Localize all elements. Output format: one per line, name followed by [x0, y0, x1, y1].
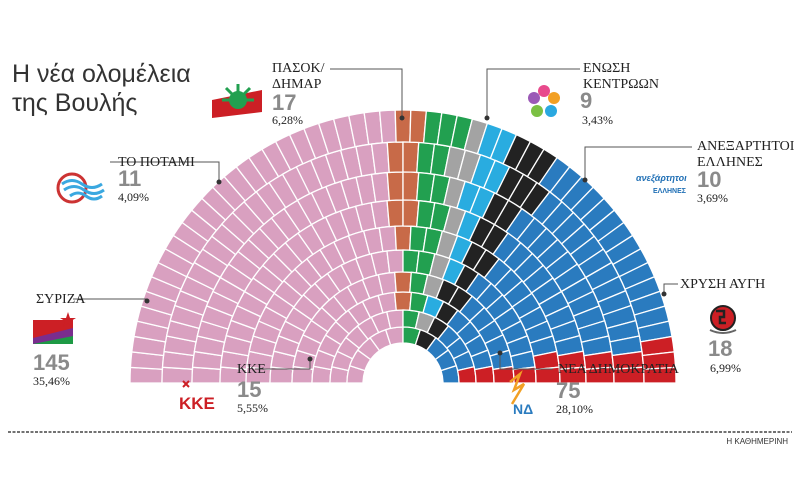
enosi-logo-petal4 [531, 105, 543, 117]
leader-line-enosi [486, 68, 580, 118]
anel-label-line1: ΑΝΕΞΑΡΤΗΤΟΙ [697, 139, 795, 154]
seat-κκε [474, 365, 495, 384]
leader-lines [73, 68, 692, 370]
seat-συριζα [386, 249, 404, 274]
syriza-logo-green [33, 336, 73, 344]
leader-dot-xa [661, 291, 667, 297]
pasok-pct: 6,28% [272, 113, 303, 127]
leader-line-potami [110, 161, 220, 182]
leader-dot-syriza [144, 298, 150, 304]
leader-line-xa [663, 283, 678, 294]
anel-logo-line1: ανεξάρτητοι [636, 173, 687, 183]
seat-συριζα [161, 366, 194, 384]
nd-label: ΝΕΑ ΔΗΜΟΚΡΑΤΙΑ [558, 362, 680, 377]
xa-logo [709, 305, 737, 334]
leader-line-kke [255, 359, 311, 370]
enosi-logo-petal1 [538, 85, 550, 97]
seat-το-ποταμι [394, 271, 412, 293]
potami-logo-wave1 [61, 179, 103, 189]
seat-το-ποταμι [394, 225, 412, 251]
kke-logo-text: ΚΚΕ [179, 394, 215, 413]
enosi-logo [528, 85, 560, 117]
leader-dot-anel [582, 177, 588, 183]
anel-logo-line2: ΕΛΛΗΝΕΣ [653, 188, 686, 195]
seat-συριζα [370, 141, 390, 175]
syriza-logo [33, 312, 76, 344]
seat-κκε [642, 366, 677, 384]
enosi-label-line1: ΕΝΩΣΗ [583, 61, 630, 76]
enosi-logo-petal2 [548, 92, 560, 104]
kke-pct: 5,55% [237, 401, 268, 415]
pasok-seats: 17 [272, 90, 296, 115]
enosi-pct: 3,43% [582, 113, 613, 127]
syriza-logo-star [60, 312, 76, 327]
seat-το-ποταμι [394, 109, 412, 143]
potami-seats: 11 [118, 166, 141, 191]
potami-logo-wave2 [63, 185, 105, 195]
pasok-label-line2: ΔΗΜΑΡ [272, 77, 322, 92]
xa-logo-meander [716, 309, 726, 325]
enosi-logo-petal5 [528, 92, 540, 104]
leader-line-anel [584, 146, 692, 180]
chart-title-line1: Η νέα ολομέλεια [12, 60, 191, 88]
potami-logo-ring [56, 172, 88, 204]
source-credit: Η ΚΑΘΗΜΕΡΙΝΗ [726, 437, 788, 446]
seat-το-ποταμι [386, 199, 404, 228]
leader-dot-enosi [484, 115, 490, 121]
seat-συριζα [378, 109, 397, 144]
xa-pct: 6,99% [710, 361, 741, 375]
kke-logo: ΚΚΕ [179, 380, 215, 413]
nd-seats: 75 [556, 378, 580, 403]
seat-το-ποταμι [386, 141, 404, 174]
enosi-logo-petal3 [545, 105, 557, 117]
enosi-label-line2: ΚΕΝΤΡΩΩΝ [583, 77, 659, 92]
leader-dot-pasok [399, 115, 405, 121]
leader-dot-nd [497, 350, 503, 356]
leader-line-pasok [330, 68, 403, 118]
anel-label-line2: ΕΛΛΗΝΕΣ [697, 155, 763, 170]
seat-συριζα [378, 225, 397, 253]
pasok-logo-rays [222, 84, 254, 102]
seat-το-ποταμι [386, 171, 404, 202]
seats-layer [129, 109, 677, 384]
pasok-logo [212, 84, 262, 118]
enosi-seats: 9 [580, 88, 592, 113]
enosi-logo-center [540, 98, 548, 106]
syriza-pct: 35,46% [33, 374, 70, 388]
syriza-label: ΣΥΡΙΖΑ [36, 292, 86, 307]
leader-dot-kke [307, 356, 313, 362]
xa-logo-laurel [709, 329, 737, 334]
anel-logo: ανεξάρτητοι ΕΛΛΗΝΕΣ [636, 173, 687, 195]
seat-το-ποταμι [393, 291, 413, 312]
anel-pct: 3,69% [697, 191, 728, 205]
seat-το-ποταμι [402, 141, 420, 174]
leader-line-nd [499, 353, 553, 370]
leader-dot-potami [216, 179, 222, 185]
anel-seats: 10 [697, 167, 721, 192]
kke-seats: 15 [237, 377, 261, 402]
nd-logo: ΝΔ [509, 370, 533, 417]
potami-pct: 4,09% [118, 190, 149, 204]
kke-label: ΚΚΕ [237, 362, 266, 377]
potami-logo-wave3 [69, 191, 103, 201]
kke-logo-hammer [182, 380, 190, 388]
xa-label: ΧΡΥΣΗ ΑΥΓΗ [680, 277, 765, 292]
nd-logo-text: ΝΔ [513, 401, 533, 417]
chart-title-line2: της Βουλής [12, 89, 137, 117]
pasok-label-line1: ΠΑΣΟΚ/ [272, 61, 325, 76]
potami-label: ΤΟ ΠΟΤΑΜΙ [118, 155, 195, 170]
nd-pct: 28,10% [556, 402, 593, 416]
xa-seats: 18 [708, 336, 732, 361]
syriza-seats: 145 [33, 350, 70, 375]
seat-συριζα [129, 366, 164, 384]
potami-logo [56, 172, 105, 204]
nd-logo-flame [509, 370, 526, 405]
